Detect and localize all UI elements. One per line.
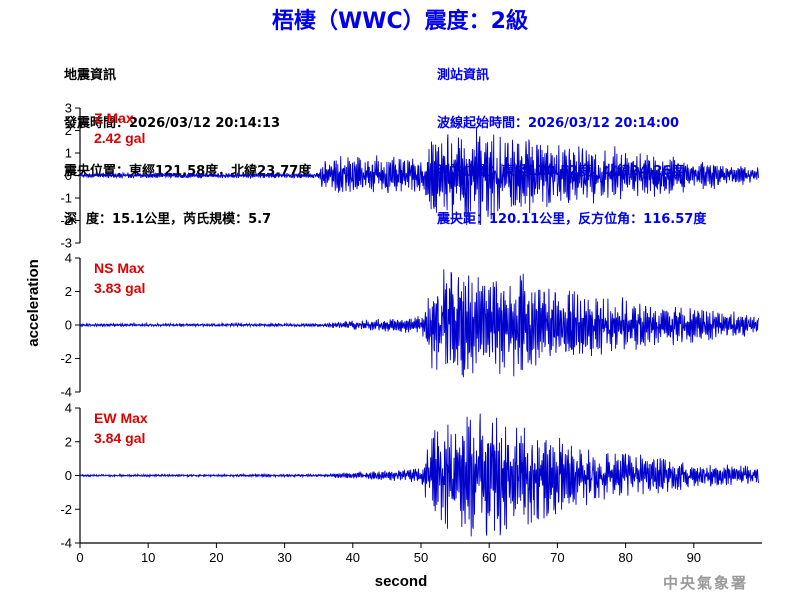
x-tick-label: 50	[414, 550, 428, 565]
y-tick-label: -4	[60, 385, 72, 400]
max-label-ew: EW Max	[94, 410, 148, 426]
trace-ew	[79, 413, 759, 537]
max-value-z: 2.42 gal	[94, 130, 145, 146]
origin-time: 發震時間：2026/03/12 20:14:13	[64, 116, 281, 131]
x-tick-label: 90	[687, 550, 701, 565]
y-tick-label: 2	[65, 434, 72, 449]
x-tick-label: 40	[346, 550, 360, 565]
y-tick-label: 0	[65, 318, 72, 333]
x-tick-label: 80	[618, 550, 632, 565]
y-tick-label: -2	[60, 351, 72, 366]
wave-onset-time: 波線起始時間：2026/03/12 20:14:00	[437, 116, 680, 131]
x-axis-title: second	[375, 573, 428, 590]
y-tick-label: -4	[60, 536, 72, 551]
y-tick-label: 4	[65, 401, 72, 416]
y-tick-label: 0	[65, 468, 72, 483]
y-tick-label: 0	[65, 168, 72, 183]
watermark: 中央氣象署	[662, 574, 748, 592]
trace-z	[79, 127, 759, 226]
y-tick-label: 4	[65, 251, 72, 266]
y-tick-label: 1	[65, 146, 72, 161]
quake-info-heading: 地震資訊	[64, 68, 117, 83]
max-value-ew: 3.84 gal	[94, 430, 145, 446]
max-label-ns: NS Max	[94, 260, 145, 276]
y-tick-label: -2	[60, 502, 72, 517]
y-tick-label: -3	[60, 236, 72, 251]
y-tick-label: -1	[60, 191, 72, 206]
x-tick-label: 30	[277, 550, 291, 565]
station-info-heading: 測站資訊	[437, 68, 490, 83]
quake-info-block: 地震資訊 發震時間：2026/03/12 20:14:13 震央位置：東經121…	[64, 36, 311, 244]
distance-azimuth: 震央距：120.11公里，反方位角：116.57度	[437, 212, 707, 227]
y-axis-title: acceleration	[25, 259, 42, 347]
x-tick-label: 70	[550, 550, 564, 565]
trace-ns	[79, 269, 759, 378]
max-label-z: Z Max	[94, 110, 134, 126]
chart-title: 梧棲（WWC）震度：2級	[272, 9, 528, 34]
max-value-ns: 3.83 gal	[94, 280, 145, 296]
y-tick-label: 2	[65, 123, 72, 138]
x-tick-label: 10	[141, 550, 155, 565]
y-tick-label: 2	[65, 284, 72, 299]
x-tick-label: 60	[482, 550, 496, 565]
y-tick-label: 3	[65, 101, 72, 116]
x-tick-label: 0	[76, 550, 83, 565]
y-tick-label: -2	[60, 213, 72, 228]
depth-magnitude: 深 度：15.1公里，芮氏規模：5.7	[64, 212, 272, 227]
x-tick-label: 20	[209, 550, 223, 565]
